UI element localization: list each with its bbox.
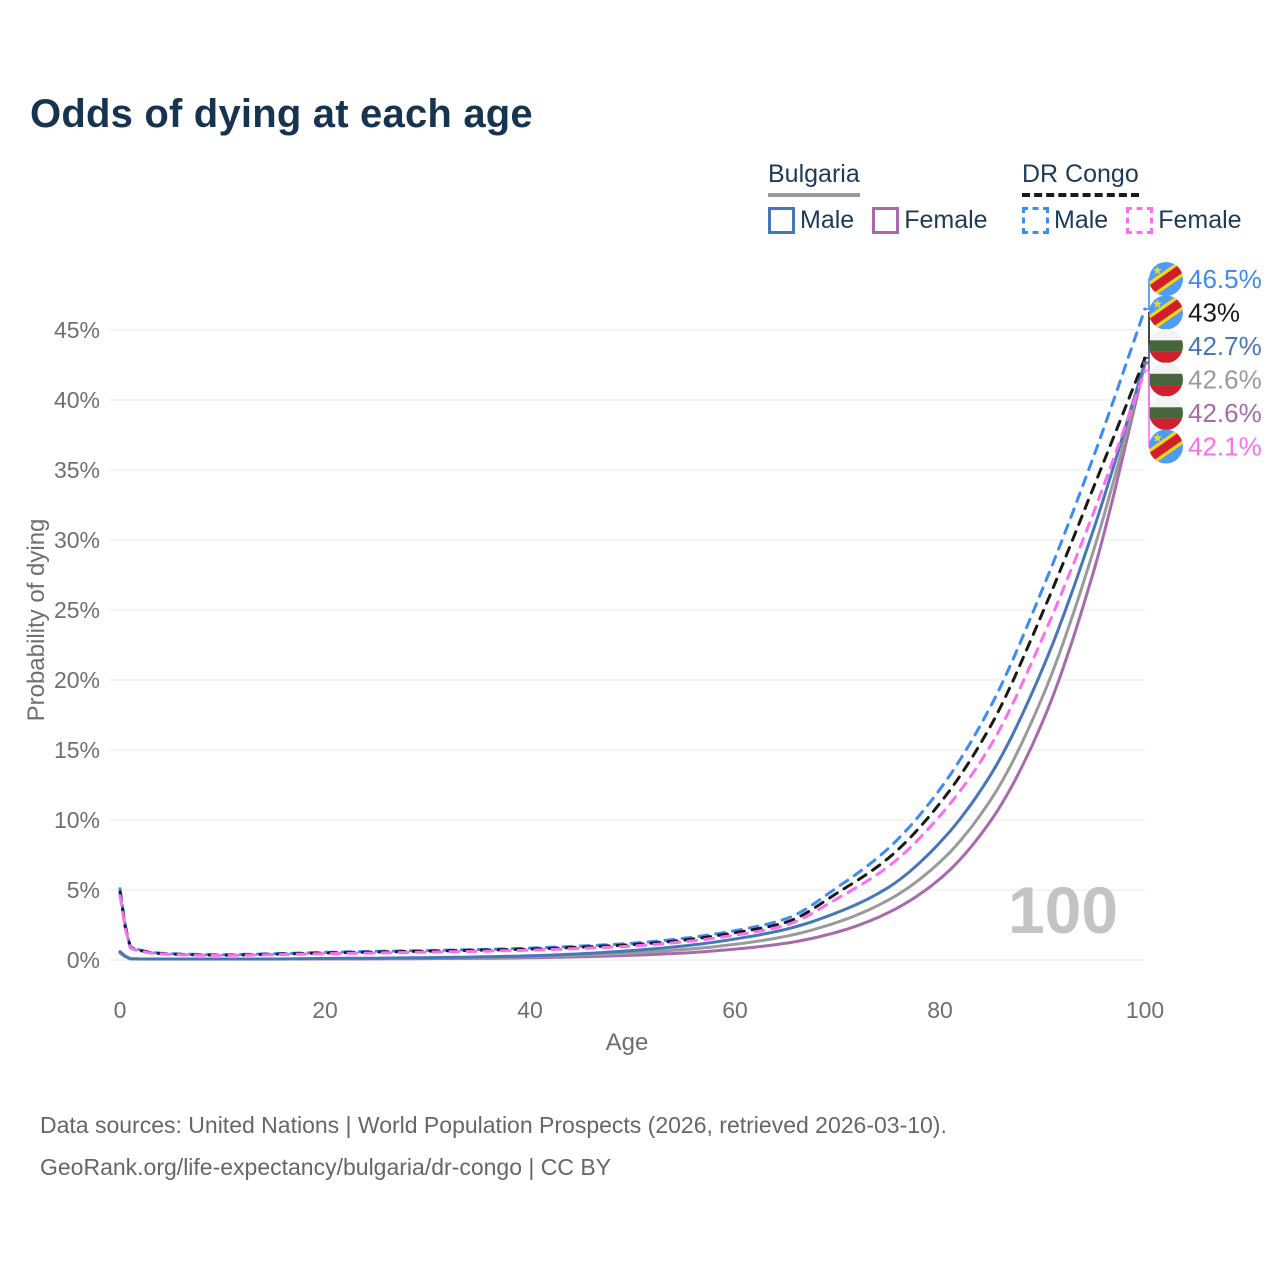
bulgaria-flag-icon	[1149, 362, 1183, 397]
end-value-label: 42.1%	[1188, 432, 1262, 462]
x-axis-title: Age	[606, 1029, 649, 1056]
series-line-drc-male	[118, 307, 1147, 957]
end-value-label: 42.7%	[1188, 331, 1262, 361]
y-tick-label: 40%	[54, 387, 100, 413]
dr-congo-flag-icon	[1149, 262, 1183, 296]
x-tick-label: 100	[1126, 997, 1164, 1023]
legend-country-label-dr-congo: DR Congo	[1022, 160, 1139, 197]
bulgaria-flag-icon	[1149, 396, 1183, 430]
y-tick-label: 0%	[67, 947, 100, 973]
y-tick-label: 20%	[54, 667, 100, 693]
end-value-label: 42.6%	[1188, 398, 1262, 428]
age-watermark: 100	[1007, 873, 1119, 947]
series-line-bg-male	[118, 360, 1147, 961]
x-tick-label: 0	[114, 997, 127, 1023]
y-tick-label: 45%	[54, 317, 100, 343]
legend-item-bulgaria-female[interactable]: Female	[872, 206, 988, 235]
legend-group-dr-congo: DR Congo Male Female	[1022, 160, 1242, 235]
legend-item-dr-congo-male[interactable]: Male	[1022, 206, 1108, 235]
data-source-note: Data sources: United Nations | World Pop…	[40, 1104, 947, 1188]
bulgaria-flag-icon	[1149, 329, 1183, 363]
legend-item-dr-congo-female[interactable]: Female	[1126, 206, 1242, 235]
y-axis-title: Probability of dying	[23, 519, 50, 722]
series-line-bg-female	[118, 362, 1147, 961]
attribution-line: GeoRank.org/life-expectancy/bulgaria/dr-…	[40, 1154, 612, 1180]
dr-congo-male-swatch	[1022, 207, 1049, 234]
source-line: Data sources: United Nations | World Pop…	[40, 1112, 947, 1138]
end-value-label: 46.5%	[1188, 264, 1262, 294]
x-tick-label: 80	[927, 997, 953, 1023]
legend-item-label: Female	[1158, 206, 1242, 234]
end-value-label: 42.6%	[1188, 365, 1262, 395]
y-tick-label: 30%	[54, 527, 100, 553]
legend-group-bulgaria: Bulgaria Male Female	[768, 160, 988, 235]
dr-congo-female-swatch	[1126, 207, 1154, 234]
bulgaria-female-swatch	[872, 207, 900, 234]
legend-item-label: Male	[1054, 206, 1109, 234]
bulgaria-male-swatch	[768, 207, 795, 234]
legend-item-label: Male	[800, 206, 855, 234]
legend-item-label: Female	[904, 206, 988, 234]
page-title: Odds of dying at each age	[30, 92, 533, 136]
x-tick-label: 40	[517, 997, 543, 1023]
end-value-label: 43%	[1188, 298, 1240, 328]
y-tick-label: 15%	[54, 737, 100, 763]
y-tick-label: 10%	[54, 807, 100, 833]
y-tick-label: 35%	[54, 457, 100, 483]
series-line-bg-both	[118, 362, 1147, 961]
series-line-drc-female	[118, 369, 1147, 957]
x-tick-label: 20	[312, 997, 338, 1023]
x-tick-label: 60	[722, 997, 748, 1023]
legend-item-bulgaria-male[interactable]: Male	[768, 206, 854, 235]
dr-congo-flag-icon	[1149, 295, 1183, 330]
series-line-drc-both	[118, 356, 1147, 957]
dr-congo-flag-icon	[1149, 429, 1183, 464]
legend-country-label-bulgaria: Bulgaria	[768, 160, 860, 197]
y-tick-label: 5%	[67, 877, 100, 903]
y-tick-label: 25%	[54, 597, 100, 623]
